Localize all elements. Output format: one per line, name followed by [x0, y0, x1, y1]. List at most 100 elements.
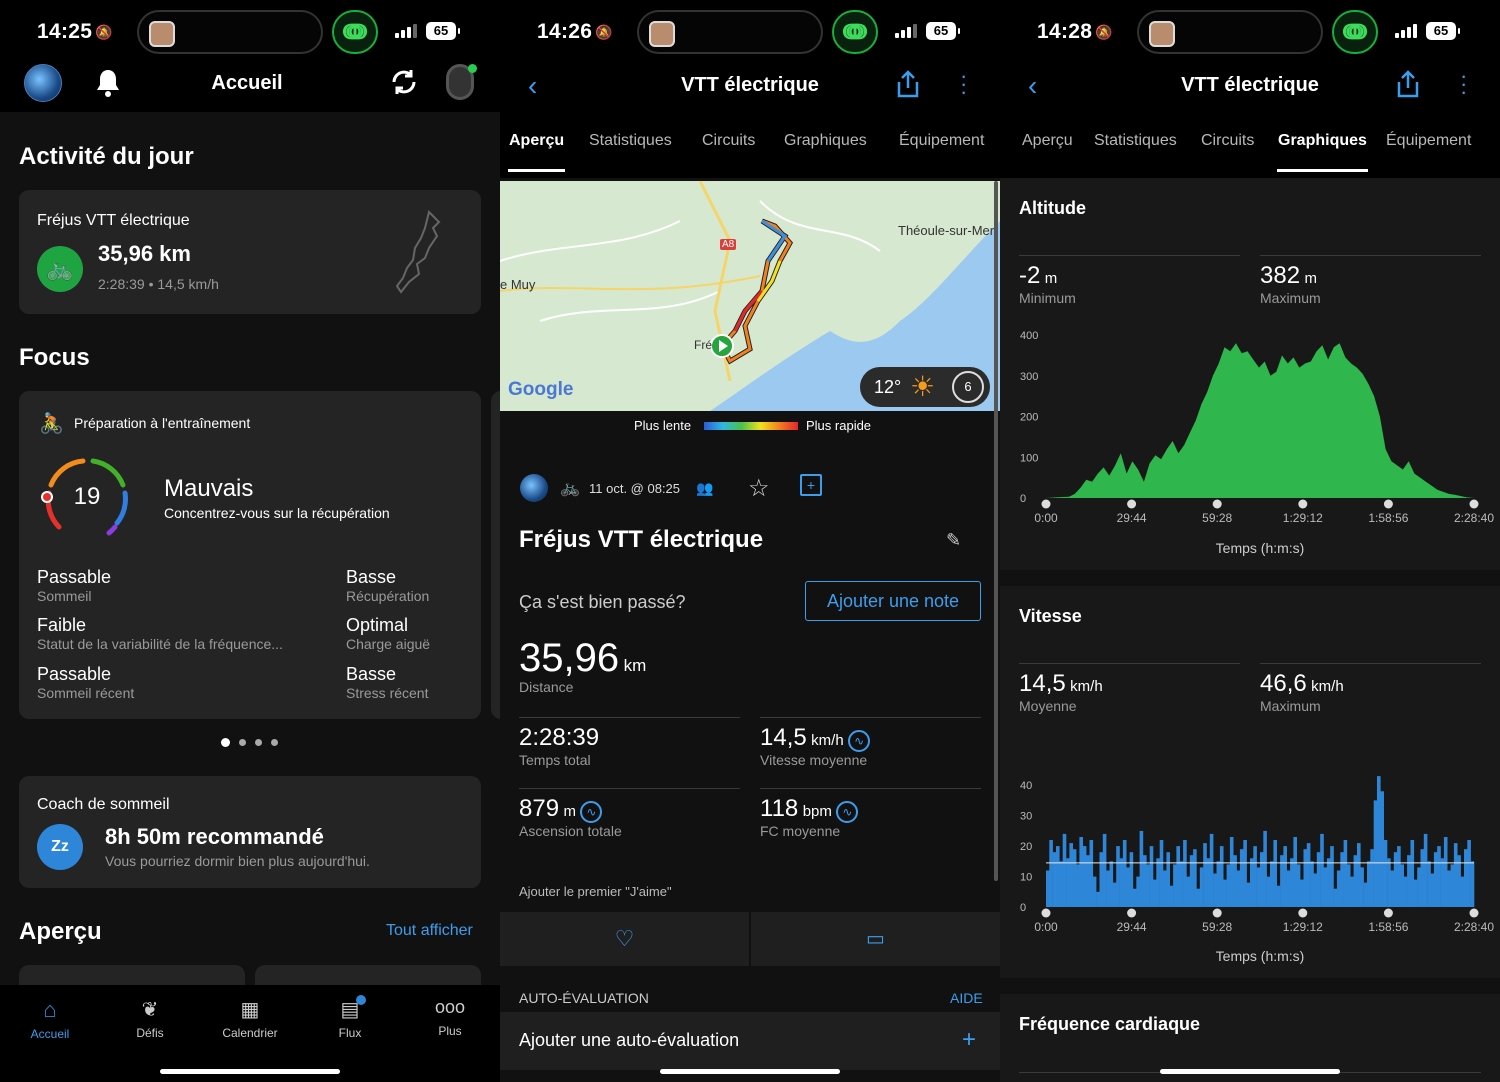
more-options-icon[interactable]: · · · — [1460, 63, 1468, 104]
speed-bar — [1383, 840, 1388, 907]
altitude-chart[interactable]: 0 100 200 300 400 0:00 29:44 59:28 1:29:12 1:58:5… — [1000, 323, 1500, 533]
notifications-bell-icon[interactable] — [94, 68, 122, 98]
speed-bar — [1239, 849, 1244, 907]
comment-icon[interactable]: ▭ — [866, 928, 885, 950]
speed-bar — [1072, 849, 1077, 907]
readiness-advice: Concentrez-vous sur la récupération — [164, 505, 390, 521]
like-heart-icon[interactable]: ♡ — [614, 926, 635, 951]
stat-total-ascent[interactable]: 879 m ∿ Ascension totale — [519, 795, 622, 839]
sleep-recommendation: 8h 50m recommandé — [105, 824, 324, 849]
speed-bar — [1467, 840, 1471, 907]
y-tick-label: 0 — [1020, 902, 1026, 914]
tab-gear[interactable]: Équipement — [1386, 132, 1472, 149]
self-eval-row[interactable]: Ajouter une auto-évaluation + — [500, 1012, 1000, 1070]
speed-bar — [1413, 879, 1418, 907]
speed-bar — [1323, 867, 1328, 907]
chart-link-icon[interactable]: ∿ — [836, 801, 859, 823]
speed-bar — [1367, 861, 1371, 907]
back-chevron-icon[interactable]: ‹ — [528, 70, 538, 101]
tab-overview[interactable]: Aperçu — [1022, 132, 1073, 149]
sleep-coach-card[interactable]: Coach de sommeil Zz 8h 50m recommandé Vo… — [19, 776, 481, 888]
speed-bar — [1253, 846, 1257, 907]
link-status-icon[interactable]: ↈ — [832, 10, 878, 54]
speed-bar — [1260, 852, 1264, 907]
y-tick-label: 200 — [1020, 412, 1038, 424]
tab-laps[interactable]: Circuits — [702, 132, 756, 149]
activity-name: Fréjus VTT électrique — [37, 212, 190, 229]
weather-pill[interactable]: 12° ☀ 6 — [860, 367, 990, 407]
home-indicator — [1160, 1069, 1340, 1074]
scrollbar[interactable] — [994, 181, 998, 881]
dynamic-island[interactable] — [637, 10, 823, 54]
profile-avatar[interactable] — [24, 64, 62, 102]
speed-bar — [1430, 873, 1435, 907]
share-icon[interactable] — [1396, 70, 1420, 98]
sync-icon[interactable] — [388, 66, 420, 98]
speed-bar — [1417, 867, 1421, 907]
training-title: Préparation à l'entraînement — [74, 415, 251, 431]
add-plus-icon[interactable]: + — [962, 1026, 977, 1053]
tab-gear[interactable]: Équipement — [899, 132, 985, 149]
speed-bar — [1099, 852, 1104, 907]
battery-icon: 65 — [926, 22, 960, 40]
add-photo-icon[interactable]: + — [800, 474, 822, 496]
training-readiness-card[interactable]: 🚴 Préparation à l'entraînement 19 Mauvai… — [19, 391, 481, 719]
speed-bar — [1109, 861, 1114, 907]
x-tick-dot — [1127, 908, 1137, 918]
route-map[interactable]: Théoule-sur-Mer e Muy A8 Fré Google 12° … — [500, 181, 1000, 411]
edit-pencil-icon[interactable]: ✎ — [946, 530, 962, 550]
speed-x-axis-label: Temps (h:m:s) — [1215, 948, 1305, 964]
more-options-icon[interactable]: · · · — [960, 63, 968, 104]
dynamic-island[interactable] — [1137, 10, 1323, 54]
speed-gradient — [704, 422, 798, 430]
view-all-link[interactable]: Tout afficher — [386, 922, 473, 939]
stat-avg-hr[interactable]: 118 bpm ∿ FC moyenne — [760, 795, 859, 839]
help-link[interactable]: AIDE — [950, 990, 983, 1006]
speed-bar — [1460, 876, 1465, 907]
share-icon[interactable] — [896, 70, 920, 98]
tab-charts[interactable]: Graphiques — [784, 132, 867, 149]
nav-calendar[interactable]: ▦ Calendrier — [215, 997, 285, 1040]
readiness-score: 19 — [73, 483, 101, 510]
tab-statistics[interactable]: Statistiques — [1094, 132, 1177, 149]
speed-bar — [1166, 852, 1170, 907]
activity-card[interactable]: Fréjus VTT électrique 🚲 35,96 km 2:28:39… — [19, 190, 481, 314]
speed-bar — [1136, 876, 1140, 907]
y-tick-label: 10 — [1020, 872, 1032, 884]
group-icon[interactable]: 👥 — [696, 480, 714, 496]
owner-avatar[interactable] — [520, 474, 548, 502]
stat-avg-speed[interactable]: 14,5 km/h ∿ Vitesse moyenne — [760, 724, 871, 768]
back-chevron-icon[interactable]: ‹ — [1028, 70, 1038, 101]
watch-device-icon[interactable] — [446, 64, 477, 100]
dynamic-island[interactable] — [137, 10, 323, 54]
tab-statistics[interactable]: Statistiques — [589, 132, 672, 149]
altitude-min: -2 m Minimum — [1019, 262, 1076, 306]
speed-bar — [1046, 870, 1050, 907]
speed-bar — [1470, 861, 1475, 907]
y-tick-label: 300 — [1020, 371, 1038, 383]
nav-home[interactable]: ⌂ Accueil — [20, 997, 80, 1041]
x-tick-label: 1:29:12 — [1283, 920, 1323, 934]
speed-bar — [1236, 870, 1241, 907]
chart-link-icon[interactable]: ∿ — [848, 730, 871, 752]
link-status-icon[interactable]: ↈ — [1332, 10, 1378, 54]
signal-icon — [395, 24, 417, 38]
tab-laps[interactable]: Circuits — [1201, 132, 1255, 149]
home-indicator — [160, 1069, 340, 1074]
silent-mode-icon: 🔕 — [1095, 24, 1113, 40]
add-note-button[interactable]: Ajouter une note — [805, 581, 981, 621]
x-tick-dot — [1383, 499, 1393, 509]
speed-chart[interactable]: 0 10 20 30 40 0:00 29:44 59:28 1:29:12 1:58:56 2:2… — [1000, 756, 1500, 946]
social-actions-bar: ♡ ▭ — [500, 912, 1000, 966]
chart-link-icon[interactable]: ∿ — [580, 801, 603, 823]
tab-charts[interactable]: Graphiques — [1278, 132, 1367, 149]
nav-challenges[interactable]: ❦ Défis — [120, 997, 180, 1040]
tab-overview[interactable]: Aperçu — [509, 132, 565, 149]
speed-bar — [1370, 849, 1374, 907]
speed-bar — [1256, 867, 1261, 907]
favorite-star-icon[interactable]: ☆ — [748, 475, 770, 502]
nav-feed[interactable]: ▤ Flux — [320, 995, 380, 1040]
link-status-icon[interactable]: ↈ — [332, 10, 378, 54]
nav-more[interactable]: ooo Plus — [420, 997, 480, 1038]
divider — [1019, 255, 1240, 256]
